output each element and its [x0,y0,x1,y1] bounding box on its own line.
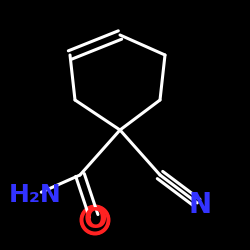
Text: O: O [83,206,107,234]
Circle shape [82,208,108,233]
Text: H₂N: H₂N [8,183,62,207]
Text: N: N [188,191,212,219]
